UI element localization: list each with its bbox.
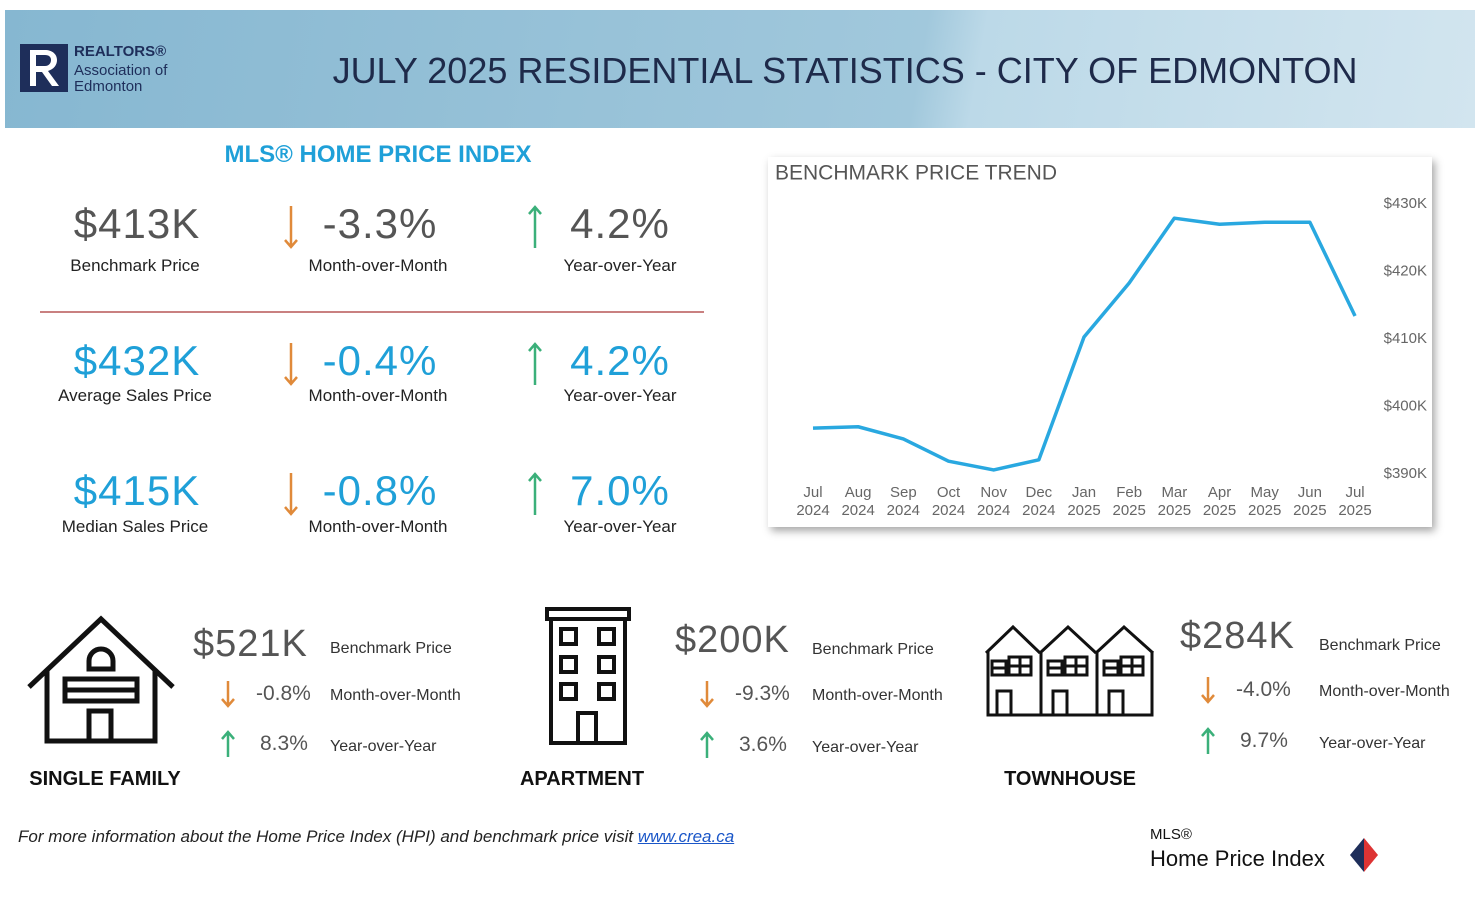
arrow-down — [221, 681, 235, 708]
type-label: Benchmark Price — [812, 641, 934, 658]
arrow-up — [528, 472, 542, 515]
logo-mark — [20, 44, 68, 92]
header-band — [5, 10, 1475, 128]
footer-text: For more information about the Home Pric… — [18, 827, 634, 846]
x-tick-label: Nov 2024 — [976, 484, 1011, 519]
stat-label: Benchmark Price — [70, 256, 200, 275]
type-change: -0.8% — [256, 682, 311, 705]
stat-label: Month-over-Month — [308, 256, 448, 275]
stat-label: Average Sales Price — [58, 386, 212, 405]
arrow-up — [1201, 727, 1215, 754]
brand-mark — [1350, 838, 1378, 872]
x-tick-label: Feb 2025 — [1112, 484, 1146, 519]
arrow-down — [700, 681, 714, 708]
page-title: JULY 2025 RESIDENTIAL STATISTICS - CITY … — [332, 50, 1358, 91]
type-label: Month-over-Month — [330, 687, 461, 704]
brand-line: MLS® — [1150, 826, 1192, 843]
arrow-up — [700, 731, 714, 758]
stat-label: Median Sales Price — [61, 517, 209, 536]
stat-label: Year-over-Year — [563, 256, 677, 275]
divider — [40, 311, 704, 313]
type-name: SINGLE FAMILY — [29, 768, 181, 790]
type-name: TOWNHOUSE — [1004, 768, 1136, 790]
x-tick-label: Jan 2025 — [1067, 484, 1101, 519]
chart: BENCHMARK PRICE TREND $390K $400K $410K $42… — [775, 162, 1427, 482]
arrow-up — [528, 342, 542, 385]
logo-line: REALTORS® — [74, 43, 167, 60]
type-label: Year-over-Year — [330, 738, 437, 755]
type-change: 9.7% — [1240, 729, 1288, 752]
arrow-down — [284, 343, 298, 386]
x-tick-label: Mar 2025 — [1157, 484, 1192, 519]
x-tick-label: Jul 2025 — [1338, 484, 1372, 519]
type-value: $200K — [675, 619, 790, 661]
logo-line: Association of — [74, 62, 168, 79]
x-tick-label: Jul 2024 — [796, 484, 830, 519]
stat-change: 4.2% — [570, 337, 670, 384]
stat-change: 4.2% — [570, 200, 670, 247]
section-title: MLS® HOME PRICE INDEX — [224, 141, 532, 168]
y-tick-label: $430K — [1384, 195, 1427, 212]
stat-label: Year-over-Year — [563, 386, 677, 405]
icon-apartment — [545, 607, 631, 745]
stat-change: 7.0% — [570, 467, 670, 514]
stat-label: Month-over-Month — [308, 386, 448, 405]
x-tick-label: Aug 2024 — [841, 484, 875, 519]
x-tick-label: Apr 2025 — [1202, 484, 1237, 519]
type-value: $284K — [1180, 615, 1295, 657]
y-tick-label: $410K — [1384, 330, 1427, 347]
type-value: $521K — [193, 623, 308, 665]
type-label: Year-over-Year — [812, 739, 919, 756]
y-tick-label: $400K — [1384, 397, 1427, 414]
x-tick-label: Oct 2024 — [931, 484, 966, 519]
icon-townhouse — [984, 624, 1155, 717]
chart-title: BENCHMARK PRICE TREND — [775, 162, 1057, 185]
type-label: Benchmark Price — [1319, 637, 1441, 654]
x-tick-label: May 2025 — [1248, 484, 1282, 519]
type-change: 8.3% — [260, 732, 308, 755]
type-label: Month-over-Month — [1319, 683, 1450, 700]
type-change: 3.6% — [739, 733, 787, 756]
stat-label: Month-over-Month — [308, 517, 448, 536]
type-change: -9.3% — [735, 682, 790, 705]
x-tick-label: Jun 2025 — [1293, 484, 1327, 519]
x-tick-label: Dec 2024 — [1022, 484, 1056, 519]
stat-change: -3.3% — [322, 200, 438, 247]
x-tick-label: Sep 2024 — [886, 484, 921, 519]
price-line — [812, 216, 1357, 472]
type-label: Month-over-Month — [812, 687, 943, 704]
arrow-down — [284, 206, 298, 249]
icon-house — [27, 615, 175, 744]
arrow-up — [528, 205, 542, 248]
stat-change: -0.8% — [322, 467, 438, 514]
type-label: Year-over-Year — [1319, 735, 1426, 752]
type-label: Benchmark Price — [330, 640, 452, 657]
type-name: APARTMENT — [519, 768, 645, 790]
y-tick-label: $390K — [1384, 465, 1427, 482]
type-change: -4.0% — [1236, 678, 1291, 701]
chart-card: BENCHMARK PRICE TREND $390K $400K $410K $42… — [768, 157, 1432, 527]
stat-change: -0.4% — [322, 337, 438, 384]
stat-label: Year-over-Year — [563, 517, 677, 536]
stat-value: $413K — [73, 200, 201, 247]
stat-value: $432K — [73, 337, 201, 384]
brand-line: Home Price Index — [1150, 846, 1325, 871]
arrow-down — [284, 473, 298, 516]
stat-value: $415K — [73, 467, 201, 514]
footer-note: For more information about the Home Pric… — [18, 827, 734, 847]
logo-line: Edmonton — [74, 78, 143, 95]
y-tick-label: $420K — [1384, 262, 1427, 279]
footer-link[interactable]: www.crea.ca — [637, 827, 735, 846]
arrow-down — [1201, 677, 1215, 704]
arrow-up — [221, 730, 235, 757]
